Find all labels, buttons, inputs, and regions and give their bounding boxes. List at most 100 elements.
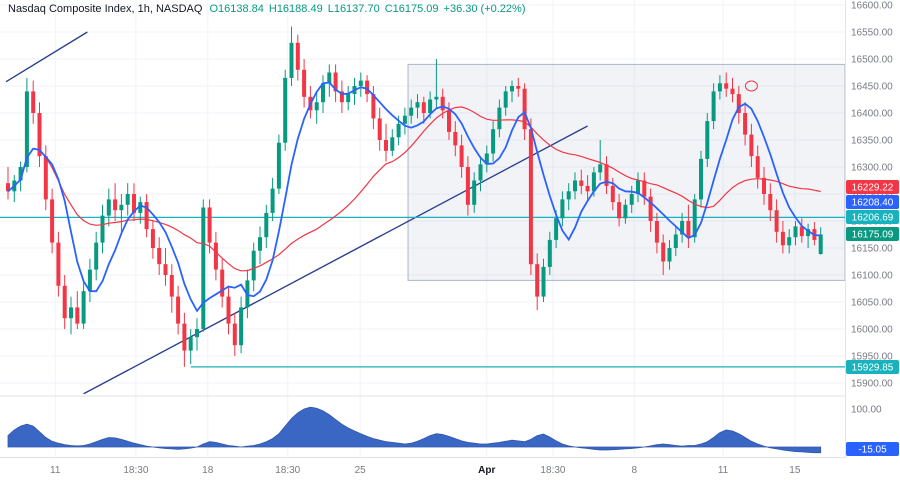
ohlc-high: H16188.49	[268, 3, 323, 15]
price-tick-label: 16150.00	[851, 244, 893, 255]
ohlc-open: O16138.84	[209, 3, 264, 15]
candle-body	[232, 323, 237, 346]
candle-body	[459, 145, 464, 167]
candle-body	[201, 207, 206, 329]
candle-body	[673, 234, 678, 248]
candle-body	[377, 118, 382, 140]
price-tick-label: 16550.00	[851, 28, 893, 39]
candle-body	[667, 248, 672, 262]
candle-body	[207, 207, 212, 243]
candle-body	[604, 164, 609, 186]
ma_slow-line	[7, 106, 821, 272]
hline-upper-price-badge	[846, 210, 899, 224]
ma-fast-price-badge	[846, 195, 899, 209]
price-tick-label: 16450.00	[851, 82, 893, 93]
candle-body	[484, 153, 489, 165]
candle-body	[302, 69, 307, 97]
ma_fast-line	[7, 81, 821, 313]
candle-body	[132, 194, 136, 213]
candle-body	[573, 180, 577, 192]
candle-body	[579, 180, 584, 186]
candle-body	[176, 296, 181, 324]
ohlc-low: L16137.70	[327, 3, 380, 15]
candle-body	[535, 264, 540, 297]
candle-body	[465, 167, 470, 205]
price-tick-label: 16300.00	[851, 163, 893, 174]
candle-body	[654, 221, 659, 243]
candle-body	[119, 204, 124, 211]
indicator-value-badge-label: -15.05	[858, 445, 887, 456]
candle-body	[585, 185, 590, 192]
candle-body	[314, 102, 319, 111]
candle-body	[780, 231, 785, 246]
symbol-legend[interactable]: Nasdaq Composite Index, 1h, NASDAQ O16138…	[8, 3, 530, 15]
candle-body	[106, 199, 111, 216]
candle-body	[447, 110, 451, 132]
time-tick-label: 18	[202, 465, 214, 476]
candle-body	[510, 86, 514, 92]
candle-body	[787, 237, 792, 246]
candle-body	[333, 72, 338, 92]
candle-body	[258, 237, 262, 251]
candle-body	[610, 185, 615, 203]
price-tick-label: 16600.00	[851, 1, 893, 12]
price-tick-label: 16500.00	[851, 55, 893, 66]
candle-body	[220, 269, 225, 297]
candle-body	[31, 91, 36, 113]
price-scale[interactable]	[845, 0, 900, 458]
candle-body	[711, 91, 716, 122]
candle-body	[541, 266, 546, 297]
candle-body	[699, 158, 703, 200]
candle-body	[736, 94, 741, 113]
time-tick-label: 25	[355, 465, 367, 476]
candle-body	[239, 307, 244, 346]
candle-body	[806, 229, 811, 237]
trend-line-drawing[interactable]	[5, 31, 88, 83]
price-tick-label: 16100.00	[851, 271, 893, 282]
candle-body	[87, 269, 92, 292]
candle-body	[440, 96, 445, 111]
candle-body	[270, 188, 275, 213]
candle-body	[409, 107, 414, 116]
indicator-axis-label: 100.00	[851, 405, 882, 416]
candle-body	[705, 121, 710, 159]
candle-body	[226, 296, 231, 324]
candle-body	[213, 242, 218, 270]
candle-body	[554, 218, 559, 240]
circle-annotation-drawing[interactable]	[744, 80, 758, 92]
candle-body	[661, 242, 666, 262]
price-tick-label: 15900.00	[851, 379, 893, 390]
candle-body	[768, 194, 773, 211]
candle-body	[478, 164, 483, 181]
candle-body	[623, 204, 628, 219]
candle-body	[629, 194, 634, 205]
highlight-box-drawing[interactable]	[407, 63, 846, 281]
time-axis-background	[0, 458, 900, 484]
candle-body	[81, 291, 86, 324]
candle-body	[346, 94, 351, 103]
candle-body	[327, 72, 332, 84]
candle-body	[62, 285, 67, 319]
candle-body	[113, 199, 118, 211]
candle-body	[69, 307, 73, 319]
candle-body	[264, 212, 269, 238]
candle-body	[195, 329, 199, 338]
candle-body	[591, 172, 596, 192]
candle-body	[56, 242, 61, 286]
candle-body	[157, 248, 162, 265]
candle-body	[295, 42, 300, 70]
candle-body	[94, 242, 99, 270]
trend-line-drawing[interactable]	[83, 125, 588, 395]
time-tick-label: 8	[631, 465, 637, 476]
time-tick-label: 11	[50, 465, 61, 476]
candle-body	[37, 113, 42, 157]
time-tick-label: 18:30	[275, 465, 300, 476]
candle-body	[358, 80, 363, 86]
candle-body	[289, 42, 294, 78]
time-tick-label: 15	[789, 465, 801, 476]
candle-body	[138, 202, 143, 213]
price-change: +36.30 (+0.22%)	[443, 3, 526, 15]
candle-body	[566, 191, 571, 200]
time-scale[interactable]	[0, 458, 900, 484]
